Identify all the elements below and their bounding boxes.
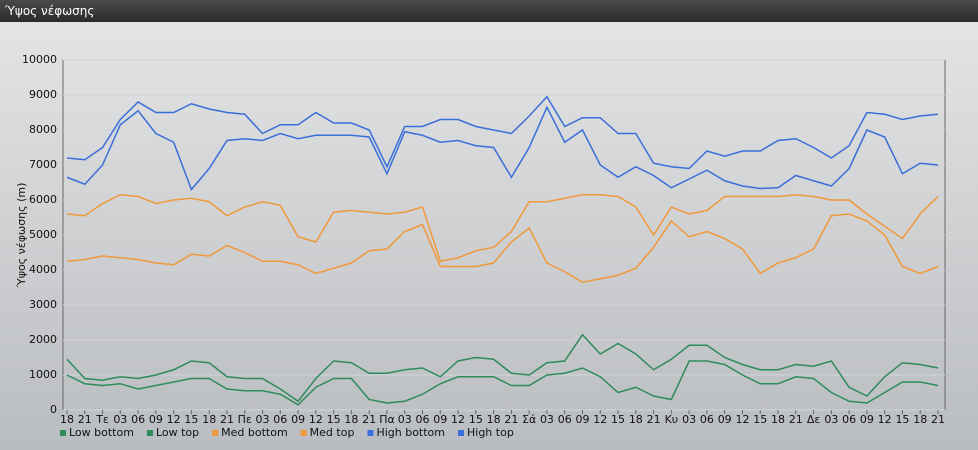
x-tick-label: 21: [647, 413, 661, 426]
x-tick-label: 03: [256, 413, 270, 426]
series-line: [66, 333, 939, 403]
x-tick-label: Κυ: [665, 413, 679, 426]
x-tick-label: Τε: [95, 413, 109, 426]
x-tick-label: 09: [575, 413, 589, 426]
x-tick-label: 18: [487, 413, 501, 426]
x-tick-label: 21: [931, 413, 945, 426]
series-line: [66, 105, 939, 191]
x-tick-label: 15: [327, 413, 341, 426]
x-tick-label: 03: [113, 413, 127, 426]
x-tick-label: 21: [362, 413, 376, 426]
legend-swatch: [367, 430, 374, 436]
y-tick-label: 0: [50, 403, 57, 416]
x-tick-label: 18: [60, 413, 74, 426]
x-tick-label: 03: [682, 413, 696, 426]
legend-swatch: [60, 430, 66, 436]
legend-swatch: [458, 430, 464, 436]
legend-swatch: [212, 430, 219, 436]
y-tick-label: 1000: [29, 368, 57, 381]
legend-swatch: [300, 430, 307, 436]
x-tick-label: Πε: [238, 413, 252, 426]
x-tick-label: 06: [273, 413, 287, 426]
legend-label: Med top: [310, 426, 355, 439]
x-tick-label: 18: [913, 413, 927, 426]
x-tick-label: 06: [842, 413, 856, 426]
legend-label: Low bottom: [69, 426, 134, 439]
x-tick-label: Πα: [379, 413, 395, 426]
x-tick-label: 12: [593, 413, 607, 426]
x-tick-label: 12: [167, 413, 181, 426]
y-tick-label: 9000: [29, 88, 57, 101]
x-tick-label: 21: [789, 413, 803, 426]
legend-label: High bottom: [376, 426, 445, 439]
x-tick-label: 15: [469, 413, 483, 426]
x-tick-label: 18: [202, 413, 216, 426]
x-tick-label: 03: [824, 413, 838, 426]
x-tick-label: 21: [504, 413, 518, 426]
x-tick-label: 06: [416, 413, 430, 426]
legend-label: Med bottom: [221, 426, 288, 439]
x-tick-label: 09: [433, 413, 447, 426]
x-tick-label: 18: [771, 413, 785, 426]
y-axis-label: Ύψος νέφωσης (m): [15, 183, 28, 289]
y-tick-label: 5000: [29, 228, 57, 241]
x-tick-label: 12: [309, 413, 323, 426]
x-tick-label: 12: [451, 413, 465, 426]
x-tick-label: Σά: [522, 413, 536, 426]
x-tick-label: 09: [860, 413, 874, 426]
x-tick-label: 15: [753, 413, 767, 426]
y-tick-label: 3000: [29, 298, 57, 311]
y-tick-label: 8000: [29, 123, 57, 136]
y-tick-label: 10000: [22, 53, 57, 66]
series-line: [66, 193, 939, 263]
x-tick-label: 15: [611, 413, 625, 426]
x-tick-label: 06: [700, 413, 714, 426]
x-tick-label: 21: [78, 413, 92, 426]
x-tick-label: 15: [895, 413, 909, 426]
y-tick-label: 2000: [29, 333, 57, 346]
x-tick-label: 06: [131, 413, 145, 426]
series-line: [66, 213, 939, 284]
x-tick-label: 03: [540, 413, 554, 426]
series-line: [66, 95, 939, 170]
x-tick-label: 18: [344, 413, 358, 426]
series-line: [66, 360, 939, 406]
x-tick-label: 18: [629, 413, 643, 426]
x-tick-label: 12: [878, 413, 892, 426]
x-tick-label: 03: [398, 413, 412, 426]
x-tick-label: 15: [184, 413, 198, 426]
x-tick-label: 09: [291, 413, 305, 426]
legend-label: High top: [467, 426, 514, 439]
x-tick-label: 21: [220, 413, 234, 426]
y-tick-label: 6000: [29, 193, 57, 206]
x-tick-label: Δε: [807, 413, 821, 426]
x-tick-label: 12: [735, 413, 749, 426]
x-tick-label: 09: [718, 413, 732, 426]
legend-swatch: [146, 430, 153, 436]
y-tick-label: 7000: [29, 158, 57, 171]
x-tick-label: 06: [558, 413, 572, 426]
legend-label: Low top: [156, 426, 199, 439]
chart: Ύψος νέφωσης (m) 0 1000 2000 3000 4000 5000 60…: [15, 53, 946, 439]
y-tick-label: 4000: [29, 263, 57, 276]
x-tick-label: 09: [149, 413, 163, 426]
title-bar: Ύψος νέφωσης: [0, 0, 978, 22]
